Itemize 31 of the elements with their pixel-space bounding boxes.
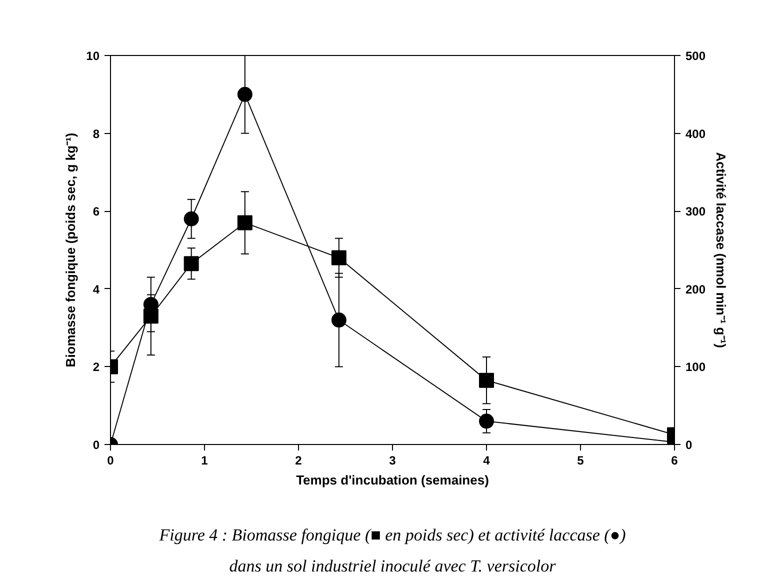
x-tick-label: 3: [389, 454, 396, 468]
y-tick-label: 4: [92, 282, 100, 296]
y-tick-label: 8: [92, 126, 100, 141]
y2-tick-label: 200: [686, 282, 706, 296]
point: [237, 86, 252, 102]
y2-tick-label: 400: [686, 126, 706, 141]
y-tick-label: 0: [92, 438, 100, 452]
x-tick-label: 6: [671, 454, 678, 468]
y2-tick-label: 100: [686, 360, 706, 374]
point: [331, 250, 346, 266]
text: dans un sol industriel inoculé avec T. versicolor: [229, 556, 556, 576]
point: [331, 312, 346, 328]
y2-tick-label: 300: [686, 204, 706, 219]
x-tick-label: 2: [295, 454, 302, 468]
point: [237, 215, 252, 230]
caption: Figure 4 : Biomasse fongique (■ en poids sec) et activité laccase (●): [158, 526, 626, 544]
point: [479, 414, 494, 429]
y2-tick-label: 500: [686, 49, 706, 63]
y-tick-label: 10: [86, 49, 100, 63]
point: [184, 256, 199, 272]
x-tick-label: 0: [107, 454, 114, 468]
y2-tick-label: 0: [686, 438, 692, 452]
x-tick-label: 5: [577, 454, 584, 468]
y-tick-label: 2: [92, 360, 100, 374]
y2-axis-title: Activité laccase (nmol min⁻¹ g⁻¹): [714, 152, 729, 348]
x-tick-label: 4: [483, 454, 490, 468]
x-tick-label: 1: [201, 454, 208, 468]
x-axis-title: Temps d'incubation (semaines): [296, 472, 489, 488]
y-axis-title: Biomasse fongique (poids sec, g kg⁻¹): [63, 132, 78, 368]
y-tick-label: 6: [92, 204, 100, 219]
point: [184, 211, 199, 226]
